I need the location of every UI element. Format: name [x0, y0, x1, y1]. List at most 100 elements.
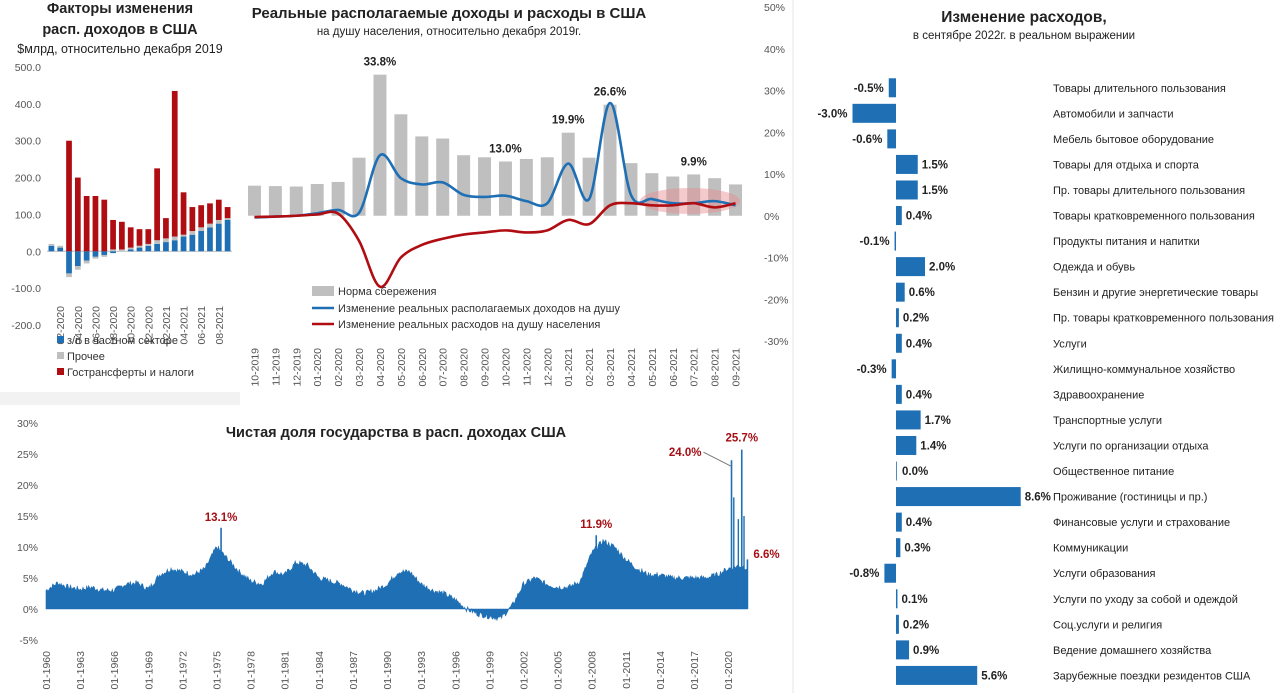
- legend-swatch: [57, 368, 64, 375]
- x-tick-label: 01-1987: [348, 651, 360, 690]
- category-label: Товары для отдыха и спорта: [1053, 159, 1200, 171]
- bar-value-label: 1.5%: [922, 185, 948, 197]
- y-tick-label: -10%: [764, 253, 789, 265]
- spending-line: [254, 201, 736, 289]
- income-spending-chart: Реальные располагаемые доходы и расходы …: [247, 2, 789, 387]
- bar-segment: [154, 168, 160, 241]
- bar-segment: [127, 247, 134, 250]
- bar-segment: [127, 249, 134, 252]
- gov-share-area: [45, 539, 748, 622]
- spending-bar: [896, 308, 899, 328]
- bar-segment: [180, 236, 187, 252]
- bar-segment: [198, 231, 205, 252]
- bar-segment: [180, 192, 187, 235]
- saving-rate-bar: [478, 157, 492, 216]
- y-tick-label: 15%: [17, 511, 38, 523]
- category-label: Товары длительного пользования: [1053, 83, 1226, 95]
- category-label: Продукты питания и напитки: [1053, 236, 1200, 248]
- saving-rate-bar: [498, 161, 512, 216]
- legend-label: Изменение реальных располагаемых доходов…: [338, 303, 620, 315]
- x-tick-label: 01-1975: [212, 651, 224, 690]
- category-label: Коммуникации: [1053, 543, 1128, 555]
- spending-bar: [896, 665, 978, 685]
- x-tick-label: 12-2020: [542, 348, 554, 387]
- spending-bar: [891, 359, 896, 379]
- saving-rate-bar: [247, 185, 261, 216]
- y-tick-label: 25%: [17, 449, 38, 461]
- y-tick-label: -20%: [764, 294, 789, 306]
- bar-value-label: 0.6%: [909, 287, 935, 299]
- bar-segment: [215, 219, 222, 224]
- y-tick-label: 400.0: [15, 99, 41, 111]
- bar-segment: [48, 243, 55, 246]
- x-tick-label: 01-2021: [563, 348, 575, 387]
- spending-bar: [896, 512, 902, 532]
- y-tick-label: 500.0: [15, 62, 41, 74]
- x-tick-label: 06-2020: [417, 348, 429, 387]
- bar-segment: [163, 242, 169, 252]
- category-label: Автомобили и запчасти: [1053, 108, 1174, 120]
- spending-bar: [896, 589, 898, 609]
- spending-bar: [896, 640, 910, 660]
- peak-value-label: 24.0%: [669, 447, 702, 459]
- x-tick-label: 10-2019: [249, 348, 261, 387]
- bar-value-label: 33.8%: [364, 57, 397, 69]
- bar-segment: [198, 205, 205, 228]
- bar-value-label: 1.5%: [922, 159, 948, 171]
- y-tick-label: 300.0: [15, 136, 41, 148]
- category-label: Жилищно-коммунальное хозяйство: [1053, 364, 1235, 376]
- bar-segment: [154, 240, 160, 244]
- category-label: Зарубежные поездки резидентов США: [1053, 670, 1251, 682]
- bar-value-label: 2.0%: [929, 262, 955, 274]
- factors-subtitle: $млрд, относительно декабря 2019: [17, 42, 222, 56]
- x-tick-label: 06-2020: [90, 306, 102, 345]
- spending-bar: [896, 333, 902, 353]
- gov-share-chart-panel: Чистая доля государства в расп. доходах …: [0, 405, 792, 693]
- x-tick-label: 10-2020: [126, 306, 138, 345]
- bar-value-label: 19.9%: [552, 115, 585, 127]
- x-tick-label: 05-2021: [647, 348, 659, 387]
- x-tick-label: 09-2020: [480, 348, 492, 387]
- bar-value-label: 8.6%: [1025, 492, 1051, 504]
- x-tick-label: 07-2020: [438, 348, 450, 387]
- bar-segment: [215, 223, 222, 252]
- income-spending-chart-panel: Реальные располагаемые доходы и расходы …: [240, 0, 792, 405]
- spending-bar: [852, 103, 896, 123]
- peak-value-label: 13.1%: [205, 512, 238, 524]
- category-label: Транспортные услуги: [1053, 415, 1162, 427]
- spending-bar: [896, 154, 918, 174]
- bar-value-label: 1.7%: [925, 415, 951, 427]
- y-tick-label: 5%: [23, 573, 38, 585]
- bar-segment: [127, 227, 134, 248]
- bar-segment: [224, 207, 231, 219]
- spending-bar: [896, 257, 925, 277]
- spending-bar: [896, 487, 1021, 507]
- bar-value-label: -3.0%: [817, 108, 847, 120]
- bar-segment: [101, 254, 108, 257]
- bar-segment: [163, 238, 169, 243]
- bar-segment: [83, 251, 90, 261]
- legend-label: Гострансферты и налоги: [67, 367, 194, 379]
- x-tick-label: 08-2021: [214, 306, 226, 345]
- bar-segment: [171, 240, 178, 252]
- bar-segment: [136, 247, 143, 252]
- x-tick-label: 01-2005: [553, 651, 565, 690]
- bar-value-label: 0.0%: [902, 466, 928, 478]
- bar-segment: [207, 227, 213, 252]
- spending-bar: [884, 563, 896, 583]
- x-tick-label: 01-1999: [484, 651, 496, 690]
- bar-segment: [145, 245, 152, 252]
- spending-bar: [896, 435, 917, 455]
- x-tick-label: 08-2021: [710, 348, 722, 387]
- saving-rate-bar: [331, 181, 345, 216]
- y-tick-label: 0%: [764, 211, 779, 223]
- bar-segment: [207, 223, 213, 228]
- peak-value-label: 25.7%: [725, 433, 758, 445]
- bar-segment: [136, 245, 143, 248]
- category-label: Общественное питание: [1053, 466, 1174, 478]
- bar-segment: [145, 243, 152, 246]
- bar-segment: [74, 266, 81, 270]
- bar-value-label: 0.4%: [906, 211, 932, 223]
- bar-segment: [189, 231, 196, 235]
- saving-rate-bar: [436, 138, 450, 216]
